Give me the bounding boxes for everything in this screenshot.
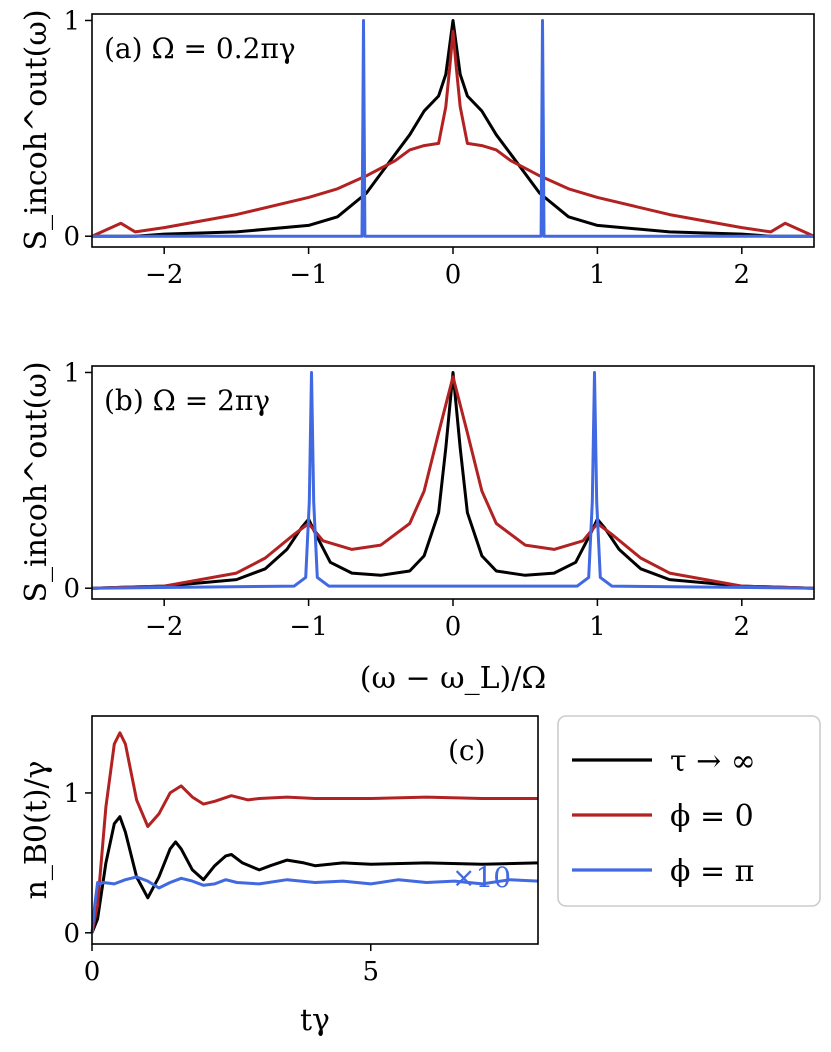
panel-a-xtick-label: 2 [734, 260, 751, 290]
legend-label-tau_inf: τ → ∞ [670, 744, 756, 779]
panel-b-series-phi0 [91, 375, 815, 590]
legend-label-phipi: ϕ = π [670, 854, 754, 889]
panel-c-xtick-label: 0 [84, 957, 101, 987]
panel-b-ylabel: S_incoh^out(ω) [19, 361, 54, 602]
panel-a-xtick-label: −2 [145, 260, 183, 290]
panel-b-ytick-label: 1 [63, 358, 80, 388]
panel-a-xtick-label: 0 [445, 260, 462, 290]
panel-a: −2 −1 0 1 2 0 1 (a) Ω = 0.2πγ S_incoh^out(ω) [19, 6, 815, 290]
panel-c-series-phipi [90, 875, 539, 933]
panel-c-ylabel: n_B0(t)/γ [19, 761, 54, 900]
panel-c-annotation: (c) [448, 734, 486, 767]
panel-a-series-tau_inf [92, 19, 814, 238]
panel-b-xtick-label: 1 [589, 612, 606, 642]
legend: τ → ∞ ϕ = 0 ϕ = π [557, 715, 821, 907]
panel-c-plot: 0 5 0 1 [63, 731, 539, 987]
panel-c-xtick-label: 5 [362, 957, 379, 987]
panel-a-xtick-label: −1 [289, 260, 327, 290]
panel-b-plot: −2 −1 0 1 2 0 1 [63, 358, 815, 642]
panel-b-xtick-label: 2 [734, 612, 751, 642]
panel-b-series-phipi [91, 371, 815, 590]
panel-c: 0 5 0 1 (c) ×10 n_B0(t)/γ tγ [19, 715, 539, 1038]
panel-c-frame [91, 715, 539, 945]
panel-a-ytick-label: 0 [63, 222, 80, 252]
panel-b-xtick-label: 0 [445, 612, 462, 642]
panel-c-ytick-label: 1 [63, 779, 80, 809]
panel-a-series-phi0 [91, 29, 815, 238]
panel-c-ytick-label: 0 [63, 919, 80, 949]
panel-b-annotation: (b) Ω = 2πγ [104, 384, 270, 417]
panel-c-series-phi0 [90, 731, 538, 934]
panel-c-xlabel: tγ [300, 1003, 330, 1038]
panel-b-ytick-label: 0 [63, 574, 80, 604]
panel-b: −2 −1 0 1 2 0 1 (b) Ω = 2πγ S_incoh^out(ω) (ω … [19, 358, 815, 696]
panel-a-plot: −2 −1 0 1 2 0 1 [63, 6, 815, 290]
panel-c-series-tau_inf [90, 815, 539, 934]
panel-b-frame [91, 365, 815, 600]
panel-a-xtick-label: 1 [589, 260, 606, 290]
panel-a-frame [91, 13, 815, 248]
panel-a-ylabel: S_incoh^out(ω) [19, 9, 54, 250]
panel-a-ytick-label: 1 [63, 6, 80, 36]
panel-c-scale-note: ×10 [452, 861, 511, 894]
legend-items: τ → ∞ ϕ = 0 ϕ = π [572, 744, 756, 889]
panel-b-xtick-label: −2 [145, 612, 183, 642]
panel-b-xlabel: (ω − ω_L)/Ω [360, 661, 546, 696]
panel-a-series-phipi [92, 19, 814, 238]
panel-b-xtick-label: −1 [289, 612, 327, 642]
legend-label-phi0: ϕ = 0 [670, 799, 754, 834]
legend-box [557, 715, 821, 907]
panel-a-annotation: (a) Ω = 0.2πγ [104, 32, 296, 65]
